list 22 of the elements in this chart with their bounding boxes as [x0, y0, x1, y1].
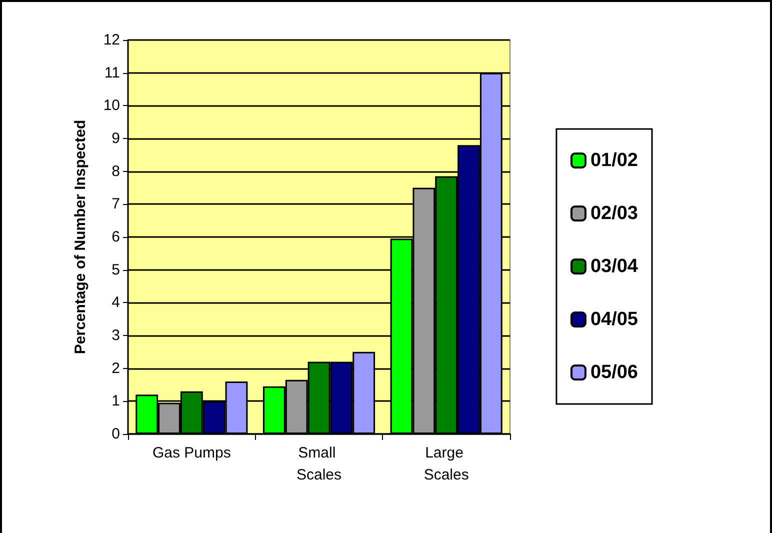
y-tick-label: 9	[112, 130, 120, 147]
y-tick-label: 7	[112, 196, 120, 213]
legend-label: 02/03	[590, 203, 638, 224]
y-tick-label: 6	[112, 228, 120, 246]
y-tick-label: 8	[112, 162, 120, 180]
y-tick-label: 4	[112, 294, 120, 312]
legend-label: 03/04	[590, 256, 638, 277]
legend-label: 04/05	[590, 309, 638, 330]
legend-label: 05/06	[590, 362, 638, 383]
y-tick-label: 1	[112, 392, 120, 410]
y-tick-label: 12	[103, 32, 120, 48]
y-tick-label: 3	[112, 327, 120, 344]
y-tick-label: 11	[104, 64, 120, 82]
y-tick-label: 2	[112, 360, 120, 377]
y-axis-title: Percentage of Number Inspected	[72, 120, 89, 354]
x-tick-label: Small Scales	[296, 444, 342, 484]
x-tick-label: Gas Pumps	[152, 444, 231, 462]
y-tick-label: 0	[112, 426, 120, 442]
y-tick-label: 10	[103, 97, 120, 114]
x-tick-label: Large Scales	[424, 444, 469, 484]
legend-label: 01/02	[590, 150, 638, 171]
y-tick-label: 5	[112, 261, 120, 278]
